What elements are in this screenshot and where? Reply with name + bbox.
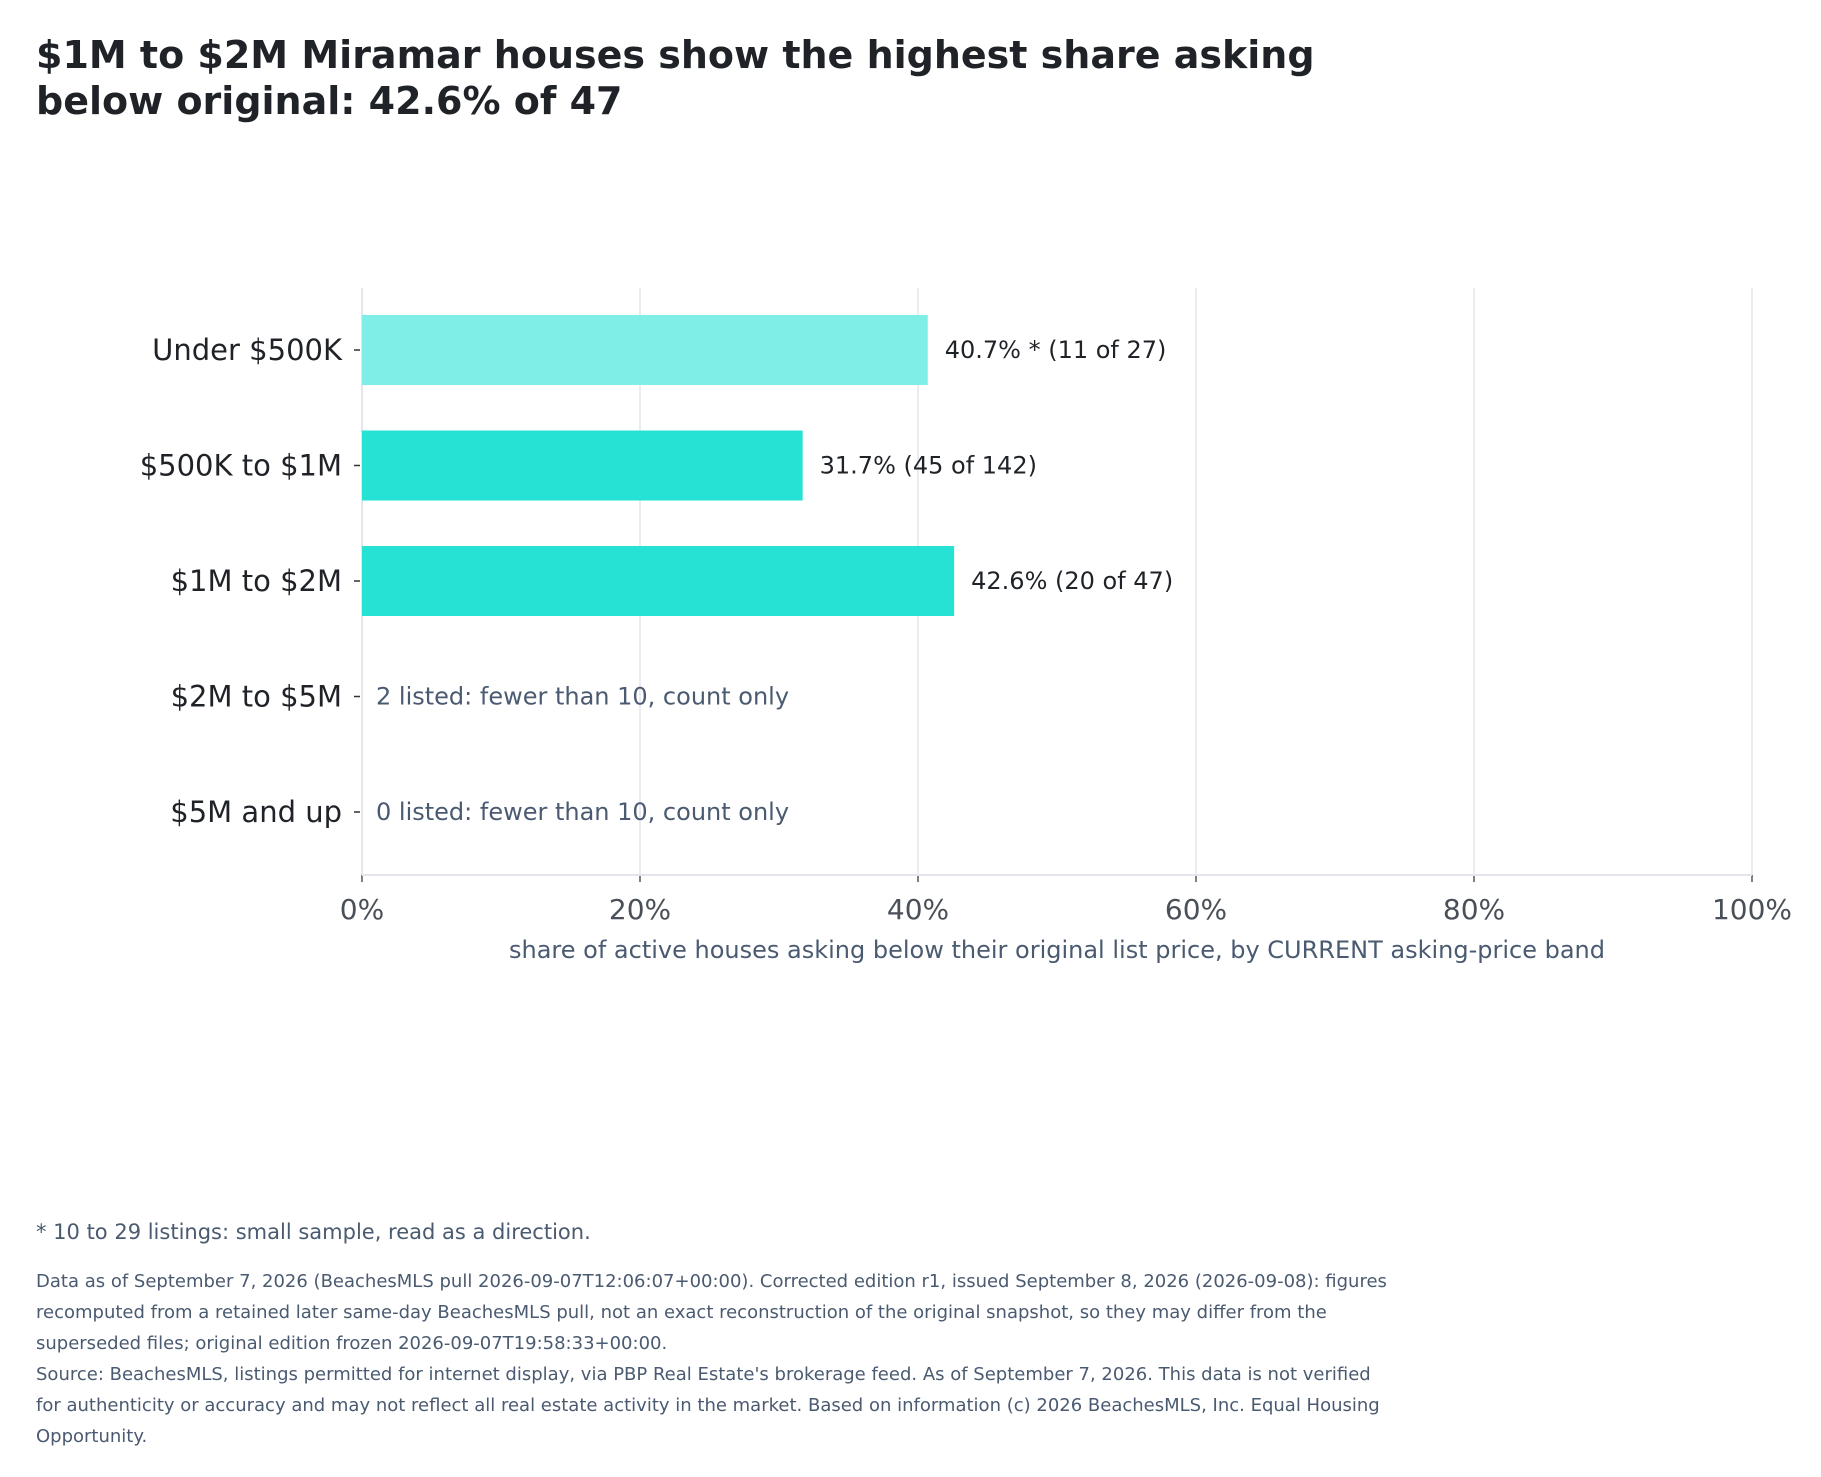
x-axis-label: share of active houses asking below thei… <box>509 936 1605 964</box>
bar-chart: 40.7% * (11 of 27) 31.7% (45 of 142) 42.6%… <box>140 288 1792 964</box>
y-tick-labels: Under $500K $500K to $1M $1M to $2M $2M to … <box>140 333 343 829</box>
bars <box>362 315 955 616</box>
source-disclaimer: Source: BeachesMLS, listings permitted f… <box>36 1364 1380 1447</box>
y-tick-label: Under $500K <box>152 333 343 367</box>
chart-title: $1M to $2M Miramar houses show the highe… <box>36 33 1315 123</box>
bar-value-label: 42.6% (20 of 47) <box>971 567 1173 595</box>
x-tick-label: 0% <box>340 893 384 926</box>
y-tick-label: $1M to $2M <box>171 564 342 598</box>
bar-value-label: 40.7% * (11 of 27) <box>945 336 1167 364</box>
bar-labels: 40.7% * (11 of 27) 31.7% (45 of 142) 42.6%… <box>376 336 1173 826</box>
x-tick-label: 40% <box>887 893 949 926</box>
source-notes: Data as of September 7, 2026 (BeachesMLS… <box>36 1266 1396 1452</box>
x-tick-labels: 0% 20% 40% 60% 80% 100% <box>340 893 1792 926</box>
y-tick-label: $2M to $5M <box>171 680 342 714</box>
bar-value-label: 31.7% (45 of 142) <box>820 452 1037 480</box>
x-tick-label: 20% <box>609 893 671 926</box>
bar <box>362 546 955 616</box>
data-edition-note: Data as of September 7, 2026 (BeachesMLS… <box>36 1271 1387 1354</box>
x-tick-label: 100% <box>1712 893 1792 926</box>
bar <box>362 430 803 501</box>
count-only-label: 2 listed: fewer than 10, count only <box>376 683 789 711</box>
y-tick-label: $5M and up <box>170 795 342 829</box>
small-sample-footnote: * 10 to 29 listings: small sample, read … <box>36 1220 591 1244</box>
x-tick-label: 60% <box>1165 893 1227 926</box>
y-tick-label: $500K to $1M <box>140 449 342 483</box>
bar <box>362 315 928 385</box>
count-only-label: 0 listed: fewer than 10, count only <box>376 798 789 826</box>
x-tick-label: 80% <box>1443 893 1505 926</box>
